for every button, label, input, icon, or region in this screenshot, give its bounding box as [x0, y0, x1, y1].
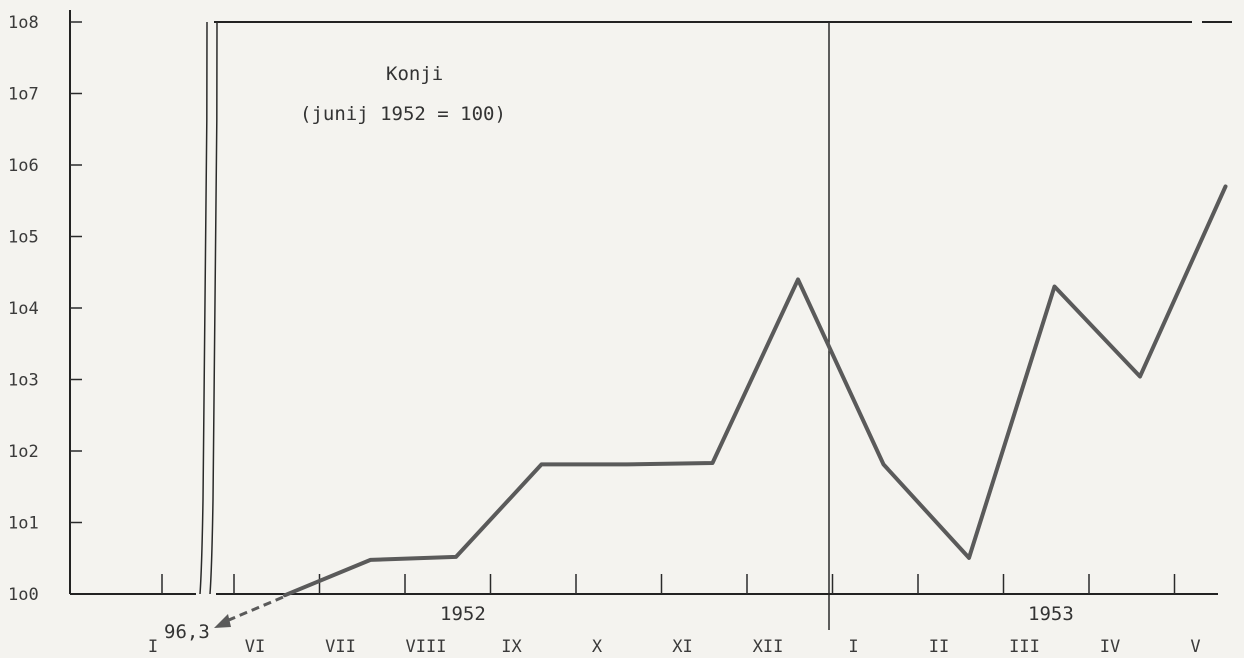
data-point — [710, 461, 715, 465]
data-point — [1052, 284, 1057, 289]
y-tick-label: 1o8 — [8, 13, 39, 33]
y-tick-label: 1o6 — [8, 156, 39, 176]
data-point — [283, 593, 287, 597]
y-tick-label: 1o7 — [8, 85, 39, 105]
x-tick-label: V — [1190, 637, 1200, 657]
y-tick-label: 1o2 — [8, 442, 39, 462]
x-tick-label: IV — [1100, 637, 1120, 657]
y-tick-label: 1o3 — [8, 371, 39, 391]
x-axis: I VI VII VIII IX X XI XII I II III IV V — [70, 574, 1218, 657]
data-point — [796, 277, 800, 282]
x-tick-label: II — [929, 637, 949, 657]
x-tick-label: XI — [672, 637, 692, 657]
axis-break-right — [209, 21, 218, 595]
x-tick-label: IX — [501, 637, 522, 657]
x-tick-label: VII — [325, 637, 356, 657]
start-arrow-head — [214, 614, 231, 628]
data-point — [625, 462, 629, 466]
x-tick-label: XII — [753, 637, 784, 657]
year-label-1953: 1953 — [1028, 603, 1074, 625]
data-point — [539, 462, 544, 466]
x-tick-label: III — [1009, 637, 1040, 657]
y-tick-label: 1o0 — [8, 585, 39, 605]
start-annotation: 96,3 — [164, 621, 210, 643]
series-line — [283, 184, 1228, 598]
data-point — [967, 556, 971, 560]
y-axis: 1o0 1o1 1o2 1o3 1o4 1o5 1o6 1o7 1o8 — [8, 10, 82, 605]
chart-title: Konji — [386, 63, 443, 85]
chart-subtitle: (junij 1952 = 100) — [300, 103, 506, 125]
data-point — [454, 555, 458, 559]
start-arrow — [223, 595, 284, 624]
x-tick-label: I — [148, 637, 158, 657]
x-tick-label: VIII — [406, 637, 447, 657]
data-point — [368, 558, 373, 562]
x-tick-label: VI — [245, 637, 265, 657]
data-point — [881, 462, 886, 466]
y-tick-label: 1o5 — [8, 228, 39, 248]
y-tick-label: 1o1 — [8, 514, 39, 534]
plot-frame — [199, 21, 1232, 630]
axis-break-left — [199, 21, 208, 595]
x-tick-label: X — [592, 637, 603, 657]
year-label-1952: 1952 — [440, 603, 486, 625]
x-tick-label: I — [848, 637, 858, 657]
data-point — [1138, 374, 1142, 379]
series-group — [214, 184, 1228, 628]
y-tick-label: 1o4 — [8, 299, 39, 319]
annotations: Konji (junij 1952 = 100) 1952 1953 96,3 — [164, 63, 1074, 643]
data-point — [1223, 184, 1228, 189]
